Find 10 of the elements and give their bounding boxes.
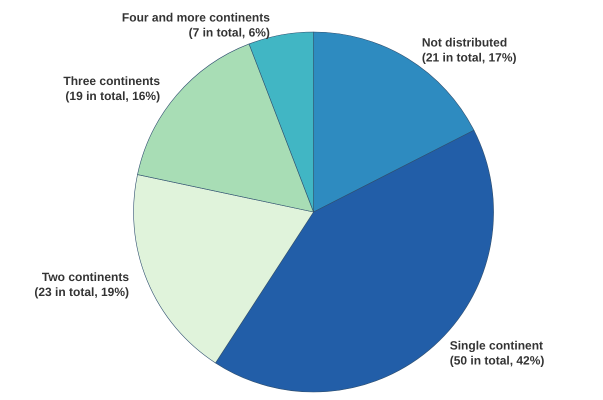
slice-label: Four and more continents: [122, 10, 270, 25]
data-label: (50 in total, 42%): [450, 354, 544, 368]
slice-label: Single continent: [450, 338, 544, 353]
slice-label: Two continents: [42, 270, 130, 284]
data-label: (7 in total, 6%): [188, 26, 270, 40]
data-label: (19 in total, 16%): [65, 89, 160, 104]
data-label: (23 in total, 19%): [34, 285, 130, 300]
slice-label: Not distributed: [422, 36, 508, 50]
data-label: (21 in total, 17%): [422, 50, 517, 64]
slice-label: Three continents: [63, 74, 160, 88]
